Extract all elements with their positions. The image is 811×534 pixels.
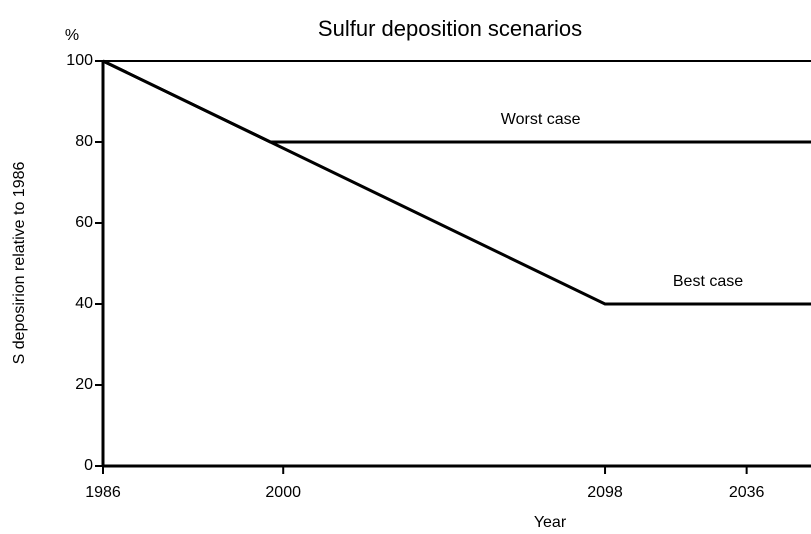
x-tick-label: 1986 <box>85 484 121 501</box>
x-tick-label: 2036 <box>729 484 765 501</box>
y-unit: % <box>65 27 79 44</box>
y-axis-label: S deposirion relative to 1986 <box>11 162 28 365</box>
series-label: Best case <box>673 273 743 290</box>
x-tick-label: 2000 <box>265 484 301 501</box>
x-axis-label: Year <box>534 514 567 531</box>
y-tick-label: 80 <box>75 133 93 150</box>
x-tick-label: 2098 <box>587 484 623 501</box>
series-label: Worst case <box>501 111 581 128</box>
series-line <box>102 59 811 306</box>
chart-title: Sulfur deposition scenarios <box>318 16 582 41</box>
y-tick-label: 60 <box>75 214 93 231</box>
y-tick-label: 20 <box>75 376 93 393</box>
y-tick-label: 100 <box>66 52 93 69</box>
y-tick-label: 40 <box>75 295 93 312</box>
y-tick-label: 0 <box>84 457 93 474</box>
series-line <box>102 59 811 144</box>
